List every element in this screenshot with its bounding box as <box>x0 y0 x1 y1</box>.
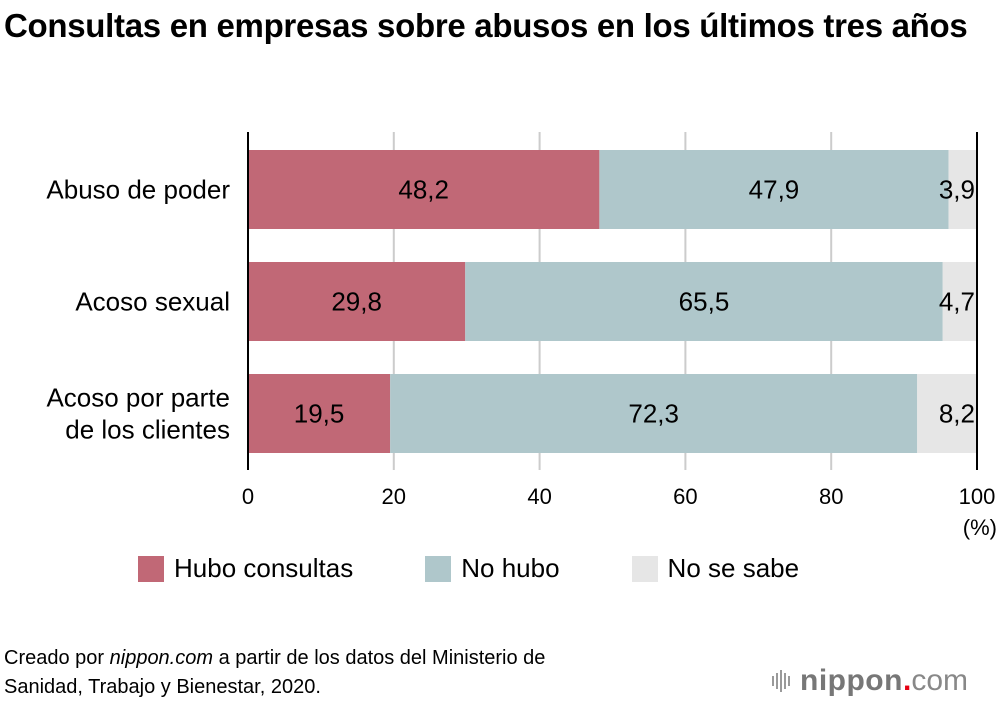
data-label: 3,9 <box>939 175 975 205</box>
category-label: Acoso por parte <box>46 383 230 413</box>
data-label: 29,8 <box>331 287 382 317</box>
nippon-logo: nippon. com <box>772 664 968 698</box>
bar-segment <box>465 262 943 341</box>
bar-segment <box>248 150 600 229</box>
source-rest: a partir de los datos del Ministerio de <box>213 647 546 669</box>
bar-segment <box>248 262 466 341</box>
sound-bars-icon <box>772 670 792 692</box>
bar-segment <box>948 150 977 229</box>
logo-tld: com <box>911 664 968 697</box>
bar-segment <box>917 374 977 453</box>
x-tick-label: 100 <box>959 484 996 509</box>
source-site: nippon.com <box>109 647 214 669</box>
source-line-2: Sanidad, Trabajo y Bienestar, 2020. <box>4 676 321 698</box>
legend-label: Hubo consultas <box>174 553 354 583</box>
logo-dot: . <box>902 664 912 697</box>
x-tick-label: 0 <box>242 484 254 509</box>
category-label: Acoso sexual <box>75 287 230 317</box>
x-tick-label: 80 <box>819 484 843 509</box>
legend-swatch-hubo-consultas <box>138 555 164 582</box>
chart-title: Consultas en empresas sobre abusos en lo… <box>4 7 968 44</box>
x-tick-label: 60 <box>673 484 697 509</box>
x-tick-label: 20 <box>382 484 406 509</box>
data-label: 47,9 <box>749 175 800 205</box>
x-axis-unit-label: (%) <box>963 515 997 540</box>
source-prefix: Creado por <box>4 647 110 669</box>
source-line-1: Creado por nippon.com a partir de los da… <box>4 644 545 673</box>
logo-name: nippon <box>800 664 903 697</box>
legend-swatch-no-se-sabe <box>631 555 658 582</box>
data-label: 48,2 <box>398 175 449 205</box>
x-tick-label: 40 <box>527 484 551 509</box>
data-label: 19,5 <box>294 399 345 429</box>
legend-label: No hubo <box>461 553 560 583</box>
bar-segment <box>390 374 918 453</box>
legend-item-hubo-consultas: Hubo consultas <box>138 553 353 584</box>
bar-segment <box>599 150 949 229</box>
data-label: 65,5 <box>679 287 730 317</box>
bar-segment <box>248 374 391 453</box>
legend-item-no-se-sabe: No se sabe <box>631 553 800 584</box>
legend-item-no-hubo: No hubo <box>425 553 560 584</box>
bar-segment <box>942 262 977 341</box>
source-note: Creado por nippon.com a partir de los da… <box>4 644 545 702</box>
category-label: Abuso de poder <box>46 175 230 205</box>
data-label: 72,3 <box>628 399 679 429</box>
data-label: 4,7 <box>939 287 975 317</box>
data-label: 8,2 <box>939 399 975 429</box>
category-label: de los clientes <box>65 415 230 445</box>
legend: Hubo consultas No hubo No se sabe <box>138 553 871 584</box>
legend-label: No se sabe <box>667 553 800 583</box>
legend-swatch-no-hubo <box>425 555 452 582</box>
